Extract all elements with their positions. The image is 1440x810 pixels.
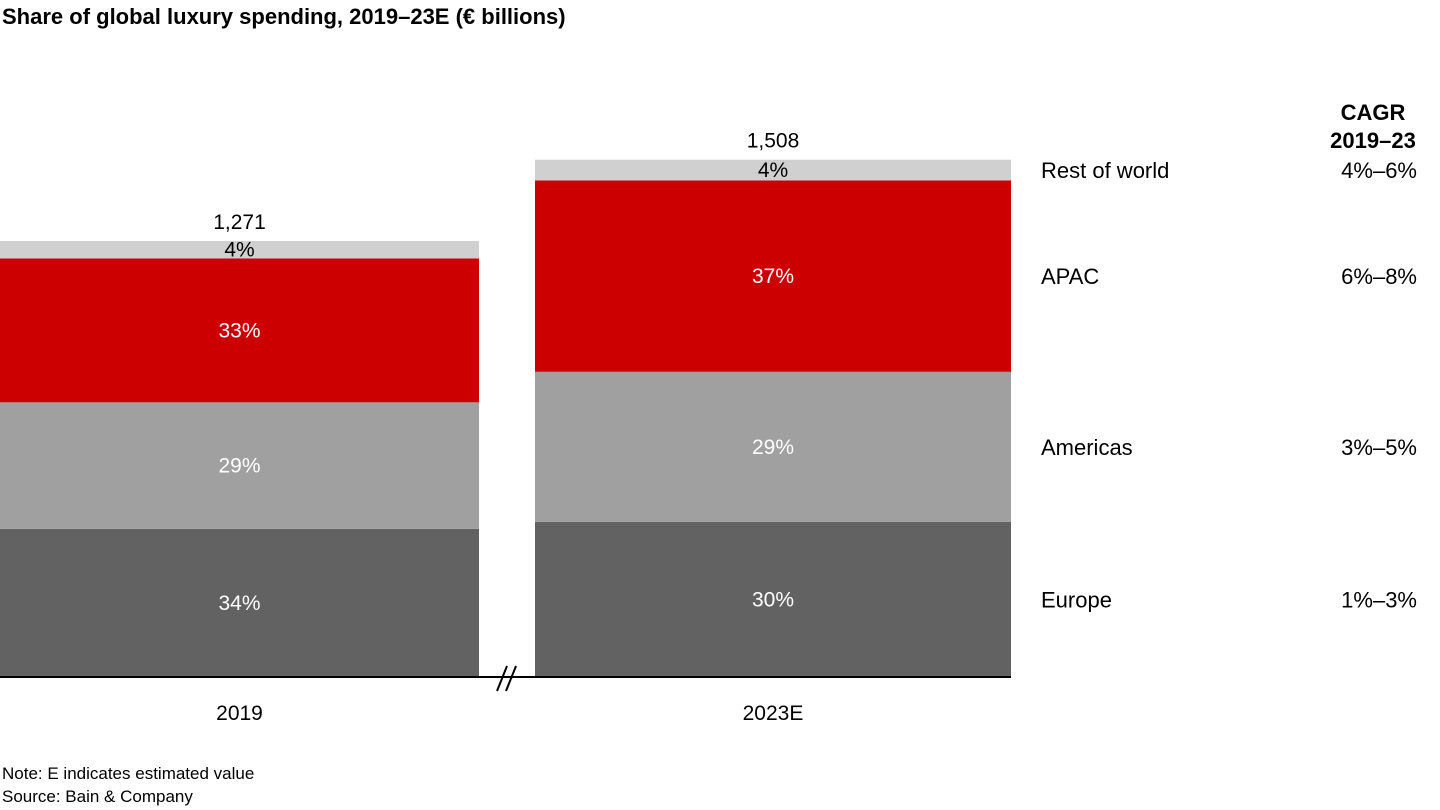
segment-label: 29% <box>218 455 260 478</box>
bar-segment-europe-2019 <box>0 528 479 677</box>
bar-segment-apac-2023E <box>535 180 1011 372</box>
axis-break-mark <box>505 665 517 692</box>
total-label: 1,508 <box>747 130 800 153</box>
note-text: Note: E indicates estimated value <box>2 764 255 783</box>
cagr-value: 6%–8% <box>1341 264 1417 289</box>
segment-label: 29% <box>752 436 794 459</box>
x-tick-label: 2019 <box>216 702 263 725</box>
total-label: 1,271 <box>213 211 266 234</box>
x-tick-label: 2023E <box>743 702 804 725</box>
segment-label: 33% <box>218 319 260 342</box>
chart-title: Share of global luxury spending, 2019–23… <box>2 4 566 29</box>
segment-label: 4% <box>224 239 254 262</box>
legend-label: Americas <box>1041 435 1133 460</box>
segment-label: 30% <box>752 588 794 611</box>
legend-label: Rest of world <box>1041 158 1169 183</box>
bar-segment-americas-2019 <box>0 402 479 529</box>
bar-segment-rest-of-world-2023E <box>535 159 1011 181</box>
bar-segment-americas-2023E <box>535 371 1011 522</box>
bar-segment-rest-of-world-2019 <box>0 241 479 259</box>
cagr-value: 4%–6% <box>1341 158 1417 183</box>
cagr-value: 1%–3% <box>1341 587 1417 612</box>
cagr-header: 2019–23 <box>1330 128 1416 153</box>
segment-label: 4% <box>758 159 788 182</box>
legend-label: Europe <box>1041 587 1112 612</box>
cagr-value: 3%–5% <box>1341 435 1417 460</box>
axis-break-mark <box>496 665 508 692</box>
cagr-header: CAGR <box>1341 100 1406 125</box>
segment-label: 34% <box>218 592 260 615</box>
bar-segment-europe-2023E <box>535 521 1011 677</box>
bar-segment-apac-2019 <box>0 258 479 403</box>
legend-label: APAC <box>1041 264 1099 289</box>
segment-label: 37% <box>752 265 794 288</box>
source-text: Source: Bain & Company <box>2 787 193 806</box>
